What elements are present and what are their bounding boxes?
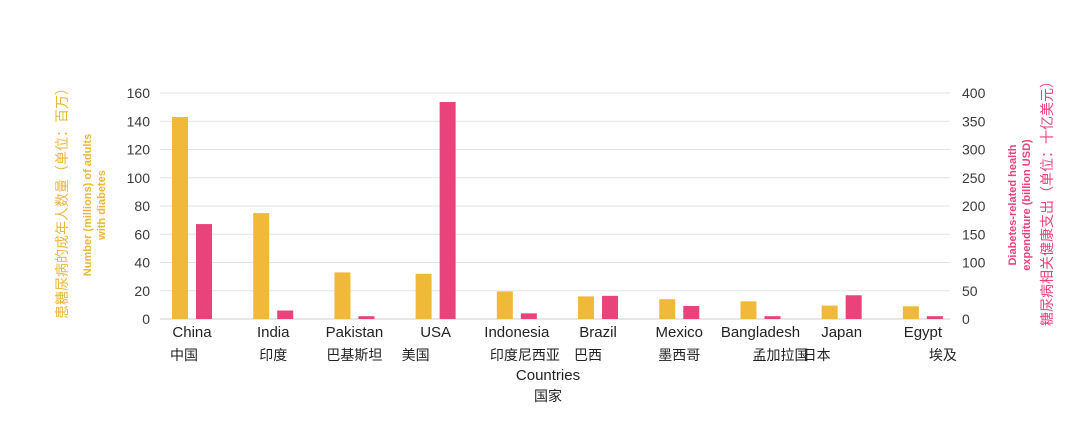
bar-expenditure-bangladesh (764, 316, 781, 319)
category-label: Japan (821, 324, 862, 341)
right-axis-title-line1: Diabetes-related health (1007, 144, 1019, 265)
category-label: Bangladesh (721, 324, 800, 341)
category-label-cn: 美国 (402, 348, 430, 364)
category-label: Brazil (579, 324, 617, 341)
bar-expenditure-mexico (683, 306, 700, 319)
category-label: USA (420, 324, 451, 341)
right-tick-label: 300 (962, 142, 986, 158)
right-tick-label: 0 (962, 311, 970, 327)
bar-expenditure-china (196, 224, 212, 319)
category-label-cn: 巴西 (574, 348, 602, 364)
category-label: India (257, 324, 290, 341)
right-tick-label: 200 (962, 198, 986, 214)
right-tick-label: 400 (962, 85, 986, 101)
bar-expenditure-india (277, 310, 294, 319)
category-label: China (172, 324, 212, 341)
bar-adults-pakistan (334, 272, 351, 319)
left-tick-label: 80 (134, 198, 150, 214)
bar-adults-indonesia (496, 291, 513, 319)
bar-adults-india (253, 213, 270, 319)
category-label: Pakistan (326, 324, 384, 341)
left-tick-label: 140 (127, 113, 151, 129)
bar-expenditure-egypt (926, 316, 943, 319)
left-tick-label: 100 (127, 170, 151, 186)
x-axis-title: Countries (516, 367, 580, 384)
bar-expenditure-japan (845, 295, 862, 319)
left-tick-label: 20 (134, 283, 150, 299)
left-tick-label: 60 (134, 226, 150, 242)
bar-adults-mexico (659, 299, 676, 319)
bar-adults-usa (415, 273, 432, 319)
category-label: Mexico (655, 324, 703, 341)
left-axis-title-line1: Number (millions) of adults (82, 134, 94, 276)
right-axis-ticks: 0 50 100 150 200 250 300 350 400 (962, 85, 986, 327)
bar-expenditure-pakistan (358, 316, 375, 319)
category-label-cn: 孟加拉国 (752, 348, 808, 364)
category-label-cn: 印度 (259, 348, 287, 364)
right-tick-label: 100 (962, 255, 986, 271)
bar-adults-egypt (902, 306, 919, 319)
category-label-cn: 中国 (170, 348, 198, 364)
right-tick-label: 150 (962, 226, 986, 242)
left-tick-label: 160 (127, 85, 151, 101)
left-tick-label: 0 (142, 311, 150, 327)
right-axis-title-line2: expenditure (billion USD) (1021, 139, 1033, 271)
category-label-cn: 日本 (803, 348, 831, 364)
bar-expenditure-brazil (602, 295, 619, 319)
bars (172, 102, 943, 319)
bar-adults-japan (821, 305, 838, 319)
gridlines (160, 92, 950, 320)
category-labels: China 中国 India 印度 Pakistan 巴基斯坦 USA 美国 Indonesia… (170, 324, 957, 364)
category-label: Egypt (904, 324, 943, 341)
left-axis-ticks: 0 20 40 60 80 100 120 140 160 (127, 85, 151, 327)
bar-adults-china (172, 117, 188, 319)
category-label-cn: 巴基斯坦 (326, 347, 382, 364)
category-label: Indonesia (484, 324, 550, 341)
category-label-cn: 墨西哥 (658, 348, 700, 364)
left-tick-label: 120 (127, 142, 151, 158)
category-label-cn: 埃及 (929, 348, 957, 364)
x-axis-title-cn: 国家 (534, 388, 562, 405)
left-axis-title-line2: with diabetes (96, 170, 108, 241)
left-axis-title-cn: 患糖尿病的成年人数量（单位：百万） (55, 81, 71, 319)
right-axis-title-cn: 糖尿病相关健康支出（单位：十亿美元） (1039, 74, 1056, 326)
right-tick-label: 350 (962, 113, 986, 129)
right-tick-label: 50 (962, 283, 978, 299)
left-tick-label: 40 (134, 255, 150, 271)
bar-adults-bangladesh (740, 301, 757, 319)
bar-expenditure-indonesia (520, 313, 537, 319)
right-tick-label: 250 (962, 170, 986, 186)
bar-adults-brazil (578, 296, 595, 319)
category-label-cn: 印度尼西亚 (490, 348, 560, 364)
bar-expenditure-usa (439, 102, 456, 319)
